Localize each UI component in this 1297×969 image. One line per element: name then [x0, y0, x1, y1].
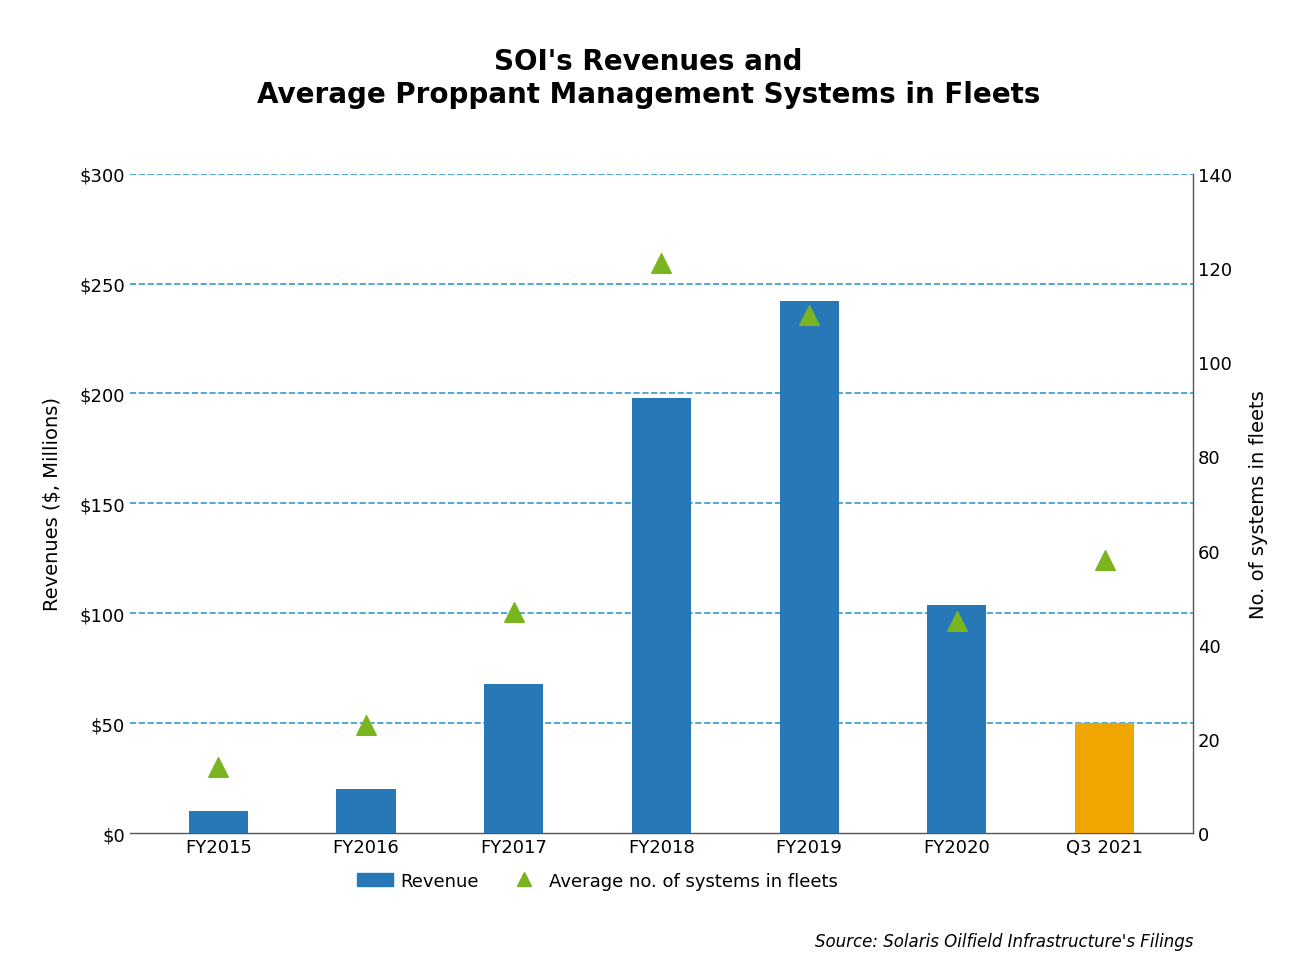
- Bar: [189, 811, 248, 833]
- Point: [208, 760, 228, 775]
- Bar: [1075, 724, 1134, 833]
- Point: [651, 256, 672, 271]
- Bar: [336, 790, 396, 833]
- Bar: [484, 684, 543, 833]
- Bar: [927, 605, 987, 833]
- Bar: [779, 301, 839, 833]
- Point: [355, 717, 376, 733]
- Point: [503, 605, 524, 620]
- Legend: Revenue, Average no. of systems in fleets: Revenue, Average no. of systems in fleet…: [350, 864, 846, 896]
- Bar: [632, 398, 691, 833]
- Y-axis label: Revenues ($, Millions): Revenues ($, Millions): [43, 397, 62, 610]
- Point: [799, 308, 820, 324]
- Text: Source: Solaris Oilfield Infrastructure's Filings: Source: Solaris Oilfield Infrastructure'…: [815, 931, 1193, 950]
- Y-axis label: No. of systems in fleets: No. of systems in fleets: [1249, 390, 1268, 618]
- Point: [947, 613, 968, 629]
- Text: SOI's Revenues and
Average Proppant Management Systems in Fleets: SOI's Revenues and Average Proppant Mana…: [257, 48, 1040, 109]
- Point: [1095, 552, 1115, 568]
